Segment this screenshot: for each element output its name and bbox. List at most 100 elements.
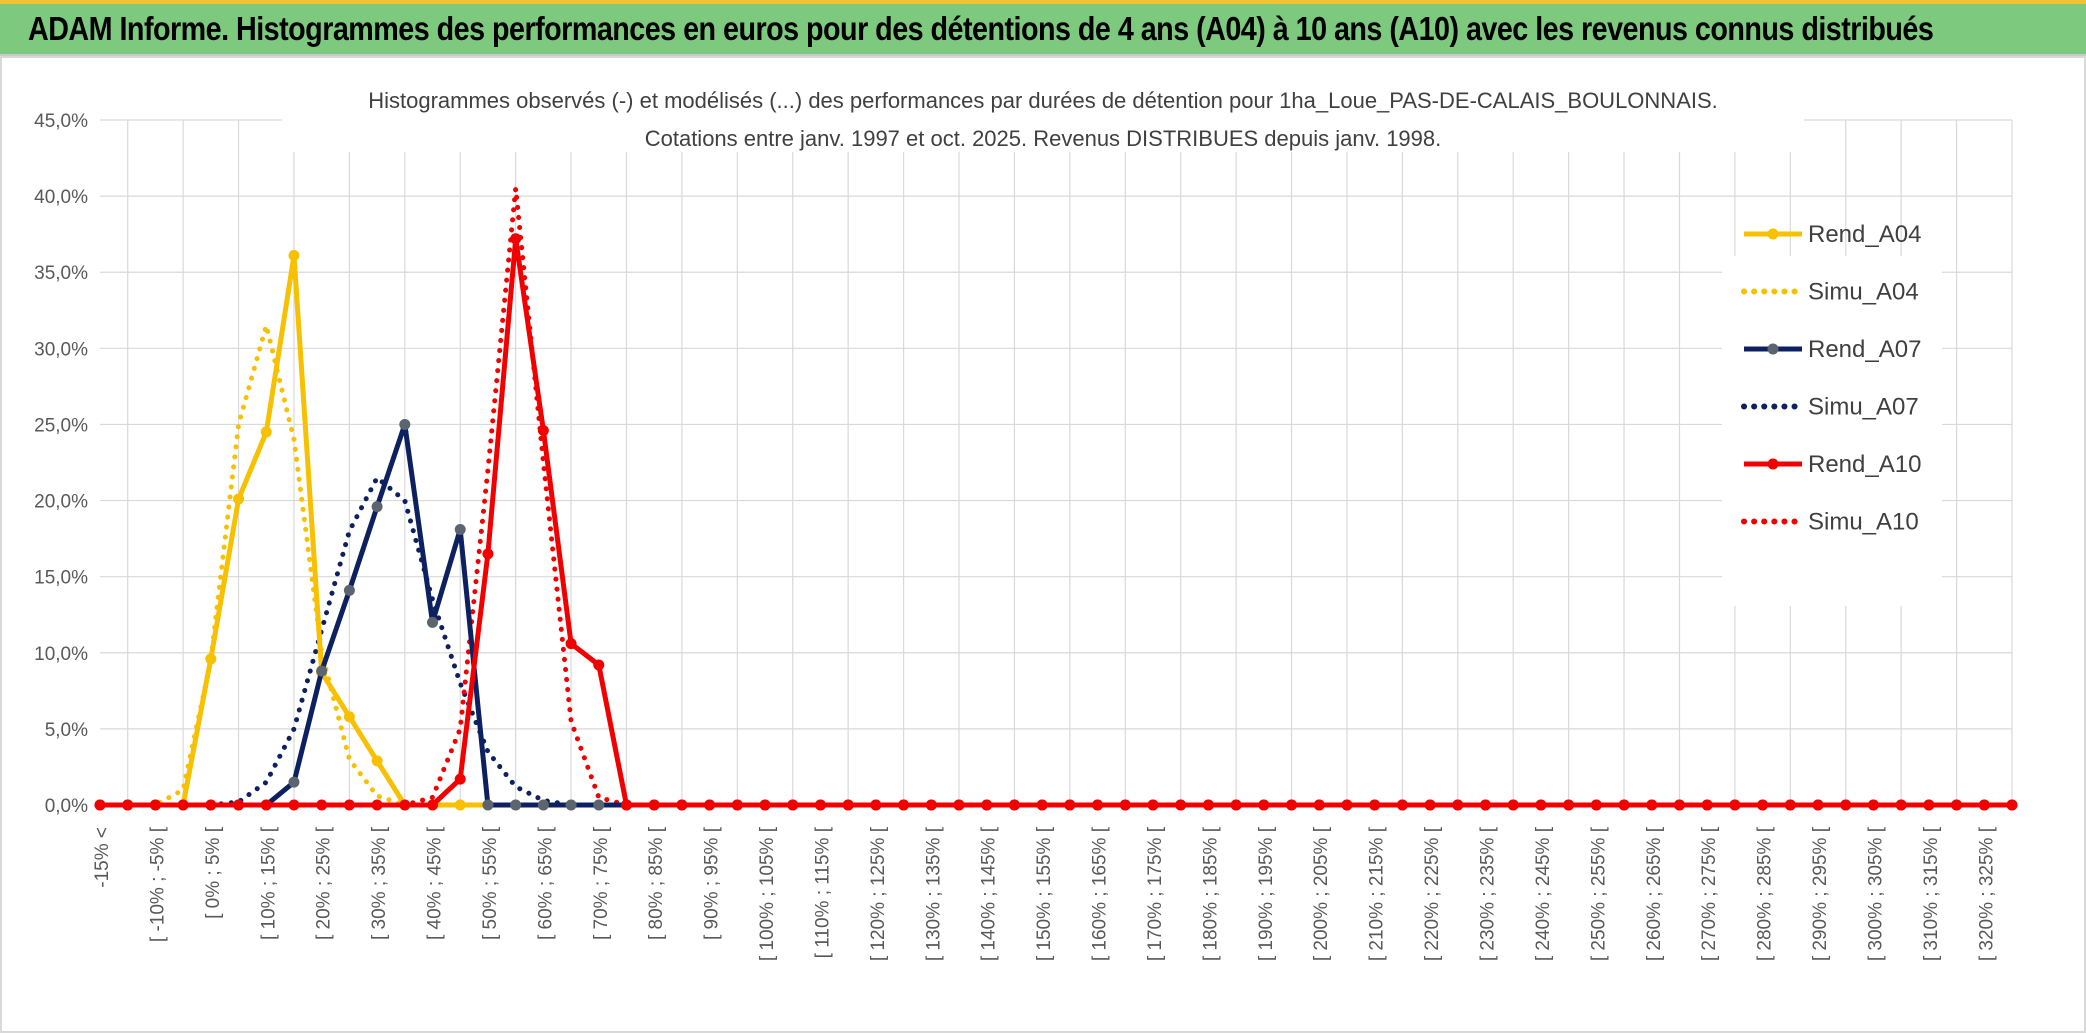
point-rend-a10 — [1064, 799, 1076, 811]
x-tick-label: [ 30% ; 35% [ — [369, 826, 390, 940]
point-rend-a10 — [510, 233, 522, 245]
point-rend-a10 — [2006, 799, 2018, 811]
legend-marker — [1767, 458, 1779, 470]
point-rend-a04 — [205, 653, 217, 665]
point-rend-a07 — [371, 501, 383, 513]
point-rend-a10 — [1507, 799, 1519, 811]
x-axis-labels: -15% < [ -10% ; -5% [ [ 0% ; 5% [ [ 10% ; 1… — [92, 826, 1997, 961]
point-rend-a07 — [399, 418, 411, 430]
gridlines — [100, 119, 2013, 806]
legend-marker — [1767, 343, 1779, 355]
x-tick-label: [ 70% ; 75% [ — [591, 826, 612, 940]
x-tick-label: [ 280% ; 285% [ — [1755, 826, 1776, 961]
point-rend-a10 — [1923, 799, 1935, 811]
x-tick-label: [ 220% ; 225% [ — [1422, 826, 1443, 961]
x-tick-label: [ 130% ; 135% [ — [923, 826, 944, 961]
point-rend-a10 — [1313, 799, 1325, 811]
point-rend-a10 — [1895, 799, 1907, 811]
point-rend-a10 — [1258, 799, 1270, 811]
x-tick-label: [ 230% ; 235% [ — [1478, 826, 1499, 961]
x-tick-label: [ 80% ; 85% [ — [646, 826, 667, 940]
x-tick-label: [ 20% ; 25% [ — [314, 826, 335, 940]
x-tick-label: [ 100% ; 105% [ — [757, 826, 778, 961]
x-tick-label: [ 290% ; 295% [ — [1810, 826, 1831, 961]
legend-label-rend-a04: Rend_A04 — [1808, 221, 1921, 248]
point-rend-a10 — [1978, 799, 1990, 811]
point-rend-a10 — [233, 799, 245, 811]
x-tick-label: [ 300% ; 305% [ — [1865, 826, 1886, 961]
point-rend-a10 — [648, 799, 660, 811]
point-rend-a07 — [482, 799, 494, 811]
chart-subtitle: Cotations entre janv. 1997 et oct. 2025.… — [645, 126, 1442, 151]
point-rend-a10 — [870, 799, 882, 811]
y-tick-label: 10,0% — [34, 644, 88, 665]
chart-title: Histogrammes observés (-) et modélisés (… — [368, 88, 1718, 113]
series-simu-a07 — [97, 475, 2015, 808]
point-rend-a10 — [454, 773, 466, 785]
x-tick-label: -15% < — [92, 827, 113, 888]
legend-label-rend-a07: Rend_A07 — [1808, 336, 1921, 363]
x-tick-label: [ 180% ; 185% [ — [1200, 826, 1221, 961]
series-rend-a10 — [97, 236, 2015, 808]
point-rend-a10 — [205, 799, 217, 811]
x-tick-label: [ 10% ; 15% [ — [258, 826, 279, 940]
legend-label-simu-a10: Simu_A10 — [1808, 509, 1919, 536]
x-tick-label: [ 250% ; 255% [ — [1588, 826, 1609, 961]
point-rend-a10 — [1535, 799, 1547, 811]
y-tick-label: 15,0% — [34, 568, 88, 589]
point-rend-a10 — [1563, 799, 1575, 811]
x-tick-label: [ 140% ; 145% [ — [979, 826, 1000, 961]
point-rend-a10 — [343, 799, 355, 811]
histogram-chart: 0,0% 5,0% 10,0% 15,0% 20,0% 25,0% 30,0% 35,0% 40… — [34, 80, 2018, 961]
point-rend-a10 — [94, 799, 106, 811]
x-tick-label: [ 270% ; 275% [ — [1699, 826, 1720, 961]
legend-box — [1722, 256, 1942, 606]
point-rend-a10 — [1784, 799, 1796, 811]
point-rend-a10 — [620, 799, 632, 811]
point-rend-a10 — [925, 799, 937, 811]
x-tick-label: [ 200% ; 205% [ — [1311, 826, 1332, 961]
series-layer — [94, 186, 2018, 811]
y-tick-label: 20,0% — [34, 492, 88, 513]
point-rend-a10 — [842, 799, 854, 811]
point-rend-a04 — [371, 755, 383, 767]
point-rend-a04 — [343, 711, 355, 723]
point-rend-a10 — [1812, 799, 1824, 811]
point-rend-a10 — [1202, 799, 1214, 811]
point-rend-a04 — [288, 249, 300, 261]
point-rend-a10 — [1701, 799, 1713, 811]
point-rend-a10 — [814, 799, 826, 811]
point-rend-a10 — [565, 638, 577, 650]
point-rend-a10 — [371, 799, 383, 811]
point-rend-a10 — [149, 799, 161, 811]
x-tick-label: [ 40% ; 45% [ — [425, 826, 446, 940]
point-rend-a10 — [1341, 799, 1353, 811]
y-tick-label: 25,0% — [34, 415, 88, 436]
x-tick-label: [ 110% ; 115% [ — [812, 826, 833, 958]
point-rend-a10 — [1646, 799, 1658, 811]
report-banner: ADAM Informe. Histogrammes des performan… — [0, 0, 2086, 56]
point-rend-a10 — [1396, 799, 1408, 811]
x-tick-label: [ 240% ; 245% [ — [1533, 826, 1554, 961]
point-rend-a10 — [704, 799, 716, 811]
point-rend-a04 — [260, 426, 272, 438]
x-tick-label: [ -10% ; -5% [ — [147, 826, 168, 942]
legend-label-simu-a04: Simu_A04 — [1808, 279, 1919, 306]
point-rend-a10 — [759, 799, 771, 811]
x-tick-label: [ 0% ; 5% [ — [203, 826, 224, 919]
point-rend-a04 — [454, 799, 466, 811]
x-tick-label: [ 90% ; 95% [ — [702, 826, 723, 940]
point-rend-a10 — [1480, 799, 1492, 811]
y-axis-labels: 0,0% 5,0% 10,0% 15,0% 20,0% 25,0% 30,0% 35,0% 40… — [34, 111, 88, 817]
point-rend-a10 — [1092, 799, 1104, 811]
point-rend-a10 — [1369, 799, 1381, 811]
point-rend-a10 — [676, 799, 688, 811]
y-tick-label: 5,0% — [45, 720, 88, 741]
point-rend-a10 — [1147, 799, 1159, 811]
point-rend-a10 — [316, 799, 328, 811]
report-title: ADAM Informe. Histogrammes des performan… — [28, 10, 1934, 47]
y-tick-label: 35,0% — [34, 263, 88, 284]
point-rend-a10 — [898, 799, 910, 811]
title-backdrop — [282, 80, 1804, 152]
point-rend-a07 — [454, 523, 466, 535]
